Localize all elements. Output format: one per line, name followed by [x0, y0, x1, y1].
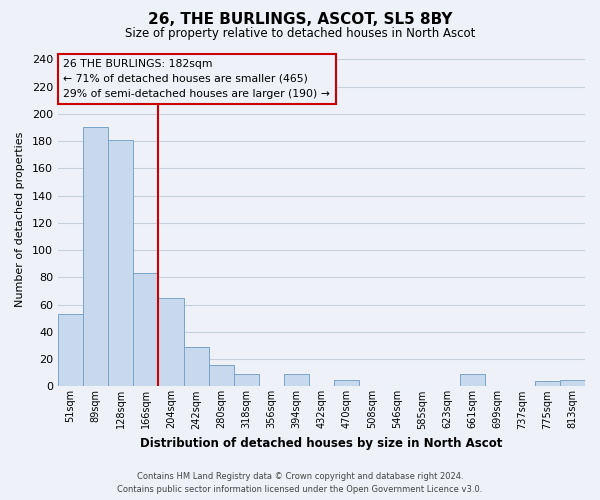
- Bar: [535, 381, 560, 386]
- Bar: [158, 298, 184, 386]
- Bar: [334, 380, 359, 386]
- Text: Size of property relative to detached houses in North Ascot: Size of property relative to detached ho…: [125, 28, 475, 40]
- Bar: [234, 374, 259, 386]
- Bar: [133, 274, 158, 386]
- Bar: [560, 380, 585, 386]
- Bar: [58, 314, 83, 386]
- X-axis label: Distribution of detached houses by size in North Ascot: Distribution of detached houses by size …: [140, 437, 503, 450]
- Bar: [83, 128, 108, 386]
- Y-axis label: Number of detached properties: Number of detached properties: [15, 132, 25, 307]
- Bar: [108, 140, 133, 386]
- Bar: [460, 374, 485, 386]
- Bar: [209, 364, 234, 386]
- Bar: [184, 347, 209, 387]
- Text: Contains HM Land Registry data © Crown copyright and database right 2024.
Contai: Contains HM Land Registry data © Crown c…: [118, 472, 482, 494]
- Text: 26 THE BURLINGS: 182sqm
← 71% of detached houses are smaller (465)
29% of semi-d: 26 THE BURLINGS: 182sqm ← 71% of detache…: [64, 59, 330, 99]
- Bar: [284, 374, 309, 386]
- Text: 26, THE BURLINGS, ASCOT, SL5 8BY: 26, THE BURLINGS, ASCOT, SL5 8BY: [148, 12, 452, 28]
